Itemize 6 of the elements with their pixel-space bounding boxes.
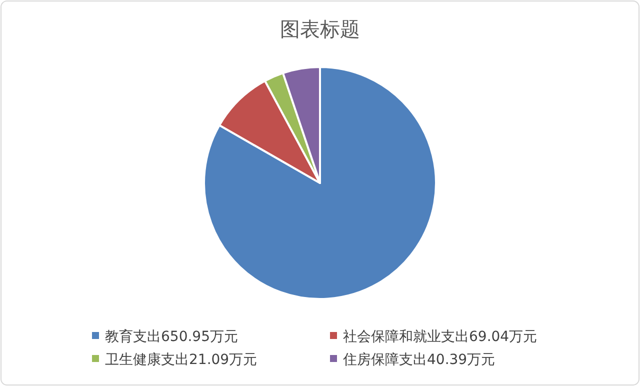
chart-title: 图表标题 — [280, 17, 360, 41]
legend-label: 社会保障和就业支出69.04万元 — [343, 329, 538, 345]
legend-label: 住房保障支出40.39万元 — [342, 352, 496, 368]
pie-slice — [203, 66, 437, 300]
legend-label: 教育支出650.95万元 — [105, 328, 238, 345]
legend-label: 卫生健康支出21.09万元 — [105, 352, 258, 368]
